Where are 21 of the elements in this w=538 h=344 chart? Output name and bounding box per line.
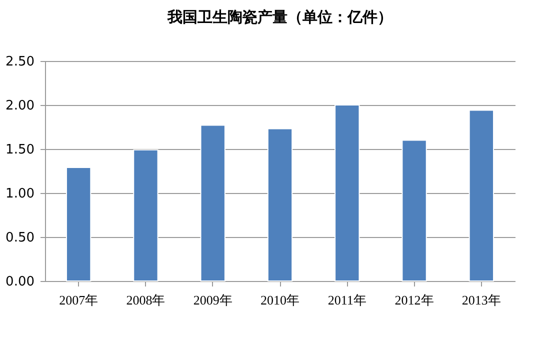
y-tick-label: 2.00 <box>6 98 34 114</box>
bar <box>133 149 158 282</box>
bar <box>468 110 494 282</box>
x-tick-label: 2008年 <box>126 292 166 308</box>
x-tick-label: 2013年 <box>462 292 501 308</box>
x-tick-label: 2007年 <box>59 292 98 308</box>
y-tick-label: 1.50 <box>6 142 34 158</box>
x-tick-label: 2010年 <box>260 292 300 308</box>
bar <box>402 140 427 282</box>
chart-title: 我国卫生陶瓷产量（单位：亿件） <box>166 9 392 26</box>
y-tick-label: 0.50 <box>6 230 34 246</box>
bar <box>200 124 226 282</box>
x-tick-label: 2011年 <box>328 292 366 308</box>
bar <box>267 128 293 282</box>
bar <box>66 166 92 282</box>
x-tick-label: 2012年 <box>394 292 434 308</box>
bar <box>334 104 360 282</box>
y-tick-label: 2.50 <box>6 54 34 70</box>
y-tick-label: 1.00 <box>6 186 34 202</box>
x-tick-label: 2009年 <box>193 292 232 308</box>
y-tick-label: 0.00 <box>6 274 34 290</box>
